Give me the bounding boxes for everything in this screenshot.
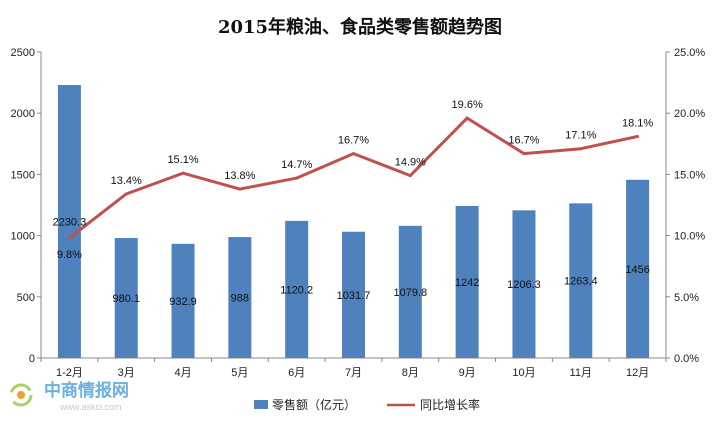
line-value-label: 19.6% — [452, 99, 483, 111]
x-tick-label: 4月 — [174, 367, 191, 379]
growth-point-11 — [636, 134, 640, 138]
bar-10 — [569, 203, 593, 358]
growth-point-10 — [579, 147, 583, 151]
chart-title: 2015年粮油、食品类零售额趋势图 — [218, 16, 502, 38]
watermark-text: 中商情报网 — [44, 380, 129, 401]
growth-point-5 — [295, 176, 299, 180]
bar-value-labels: 2230.3 980.1 932.9 988 1120.2 1031.7 1079.8 124… — [53, 217, 650, 308]
bar-8 — [455, 205, 479, 358]
growth-point-9 — [522, 152, 526, 156]
bar-4 — [228, 237, 252, 358]
right-tick-label: 20.0% — [674, 108, 705, 120]
right-tick-label: 25.0% — [674, 47, 705, 59]
growth-point-8 — [465, 116, 469, 120]
x-tick-label: 1-2月 — [56, 367, 83, 379]
watermark-url: www.askci.com — [59, 402, 122, 412]
growth-point-2 — [124, 192, 128, 196]
line-value-label: 14.7% — [281, 159, 312, 171]
left-tick-label: 500 — [17, 292, 35, 304]
bar-value-label: 1456 — [625, 264, 649, 276]
bar-1 — [57, 85, 81, 358]
right-tick-label: 15.0% — [674, 169, 705, 181]
bar-6 — [342, 231, 365, 358]
bar-value-label: 1079.8 — [393, 287, 427, 299]
bar-7 — [398, 225, 422, 358]
legend-bar-label: 零售额（亿元） — [272, 397, 356, 412]
line-value-label: 16.7% — [508, 135, 539, 147]
left-axis-ticks: 0 500 1000 1500 2000 2500 — [11, 47, 41, 365]
x-tick-label: 3月 — [118, 367, 135, 379]
x-tick-label: 5月 — [231, 367, 248, 379]
bar-11 — [626, 179, 650, 358]
bar-series — [57, 85, 650, 358]
bar-value-label: 1263.4 — [564, 276, 598, 288]
x-tick-label: 8月 — [402, 367, 419, 379]
legend-bar-swatch — [254, 400, 268, 409]
line-value-label: 13.8% — [224, 170, 255, 182]
line-value-label: 15.1% — [167, 154, 198, 166]
bar-3 — [171, 243, 195, 358]
left-tick-label: 0 — [29, 353, 35, 365]
left-tick-label: 2000 — [11, 108, 35, 120]
legend-line-label: 同比增长率 — [420, 397, 480, 412]
line-value-label: 14.9% — [395, 157, 426, 169]
watermark-logo: 中商情报网 www.askci.com — [9, 380, 129, 412]
x-tick-label: 12月 — [626, 367, 649, 379]
growth-point-1 — [67, 236, 71, 240]
growth-point-6 — [352, 152, 355, 156]
line-value-label: 9.8% — [57, 249, 82, 261]
right-axis-ticks: 0.0% 5.0% 10.0% 15.0% 20.0% 25.0% — [666, 47, 705, 365]
bar-5 — [285, 220, 309, 358]
bar-value-label: 1031.7 — [337, 290, 371, 302]
x-tick-label: 11月 — [570, 367, 592, 379]
bar-value-label: 980.1 — [112, 293, 140, 305]
right-tick-label: 5.0% — [674, 292, 699, 304]
left-tick-label: 1000 — [11, 231, 35, 243]
x-tick-label: 6月 — [288, 367, 305, 379]
right-tick-label: 10.0% — [674, 231, 705, 243]
watermark-dot-icon — [17, 391, 25, 399]
left-tick-label: 2500 — [11, 47, 35, 59]
bar-2 — [114, 238, 138, 358]
bar-value-label: 1120.2 — [280, 284, 313, 296]
growth-line-series — [67, 116, 640, 240]
x-tick-label: 10月 — [512, 367, 535, 379]
line-value-labels: 9.8% 13.4% 15.1% 13.8% 14.7% 16.7% 14.9% 19.6% 1… — [57, 99, 654, 261]
bar-9 — [512, 210, 536, 358]
bar-value-label: 2230.3 — [53, 217, 87, 229]
growth-point-4 — [238, 187, 242, 191]
bar-value-label: 1206.3 — [507, 279, 541, 291]
line-value-label: 16.7% — [338, 135, 369, 147]
bar-value-label: 932.9 — [169, 296, 197, 308]
line-value-label: 17.1% — [565, 130, 596, 142]
right-tick-label: 0.0% — [674, 353, 699, 365]
bar-value-label: 1242 — [455, 277, 479, 289]
watermark-swirl-icon — [9, 383, 33, 407]
x-tick-label: 7月 — [345, 367, 362, 379]
left-tick-label: 1500 — [11, 169, 35, 181]
x-axis-ticks: 1-2月 3月 4月 5月 6月 7月 8月 9月 10月 11月 12月 — [40, 358, 667, 379]
growth-point-3 — [181, 171, 185, 175]
bar-value-label: 988 — [231, 293, 249, 305]
line-value-label: 13.4% — [111, 175, 142, 187]
x-tick-label: 9月 — [459, 367, 476, 379]
legend: 零售额（亿元） 同比增长率 — [254, 397, 480, 412]
growth-point-7 — [408, 174, 412, 178]
line-value-label: 18.1% — [622, 117, 653, 129]
